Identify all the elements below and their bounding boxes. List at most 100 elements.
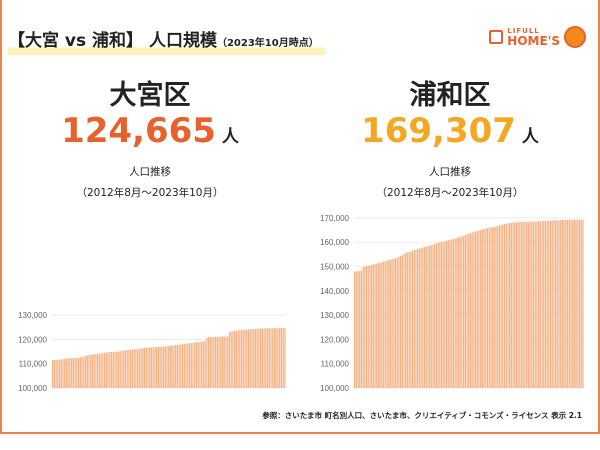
bar [64, 358, 66, 388]
card-frame [0, 0, 600, 434]
population-value: 169,307 [361, 111, 516, 151]
bar [60, 359, 62, 388]
bar [182, 344, 184, 388]
bar [492, 227, 494, 388]
bar [446, 240, 448, 388]
bar [456, 237, 458, 388]
bar [152, 347, 154, 388]
bar [454, 238, 456, 388]
bar [154, 347, 156, 388]
bar [254, 328, 257, 388]
bar [522, 222, 524, 388]
bar [495, 226, 497, 388]
bar [553, 220, 555, 388]
bar [105, 352, 107, 388]
bar [161, 346, 163, 388]
bar [464, 234, 466, 388]
bar [133, 349, 135, 388]
bar [57, 359, 59, 388]
bar [93, 354, 95, 388]
bar [457, 237, 460, 388]
bar [435, 243, 438, 388]
bar [415, 249, 417, 388]
bar [275, 328, 277, 388]
chart-title-urawa: 人口推移 [429, 166, 471, 178]
bar [164, 346, 166, 388]
bar [169, 345, 172, 388]
bar [360, 270, 363, 388]
bar [403, 253, 405, 388]
bar [565, 219, 567, 388]
bar [190, 343, 192, 388]
bar [365, 266, 368, 388]
bar [208, 337, 210, 388]
bar [476, 231, 478, 388]
bar [536, 221, 538, 388]
bar [65, 358, 68, 388]
bar [531, 221, 533, 388]
bar [84, 355, 87, 388]
bar [425, 246, 427, 388]
bar [391, 259, 393, 388]
bar [116, 351, 118, 388]
bar [109, 352, 111, 388]
brand-logo: LIFULL HOME'S [489, 26, 586, 48]
bar [53, 360, 55, 388]
bar [55, 359, 57, 388]
bar [417, 249, 419, 388]
bar [514, 222, 516, 388]
bar [142, 348, 144, 388]
bar [483, 229, 485, 388]
bar [471, 232, 473, 388]
bar [147, 347, 149, 388]
bar [185, 343, 187, 388]
bar [98, 353, 101, 388]
bar [469, 232, 472, 388]
bar [515, 222, 518, 388]
bar [388, 260, 390, 388]
bar [202, 341, 205, 388]
bar [234, 330, 236, 388]
bar [468, 233, 470, 388]
bar [568, 219, 570, 388]
bar [223, 336, 225, 388]
bar [123, 350, 125, 388]
bar [159, 346, 161, 388]
bar [194, 342, 196, 388]
population-unit: 人 [521, 127, 539, 147]
bar [239, 330, 241, 388]
bar [112, 351, 114, 388]
bar [463, 235, 465, 388]
population-unit: 人 [221, 127, 239, 147]
bar [117, 351, 120, 388]
bar [529, 221, 531, 388]
bar [178, 344, 180, 388]
bar [79, 357, 81, 388]
bar [367, 265, 369, 388]
bar [442, 241, 444, 388]
bar [578, 219, 581, 388]
bar [150, 347, 153, 388]
bar [121, 351, 123, 388]
bar [541, 221, 543, 388]
bar [102, 353, 104, 388]
bar [461, 236, 463, 388]
bar [261, 328, 263, 388]
bar [364, 266, 366, 388]
bar [449, 239, 451, 388]
bar [478, 230, 480, 388]
bar [422, 247, 424, 388]
bar [100, 353, 102, 388]
bar [386, 260, 388, 388]
y-tick-label: 100,000 [320, 384, 349, 393]
bar [180, 344, 182, 388]
bar [473, 231, 475, 388]
bar [406, 252, 409, 388]
bar [420, 248, 422, 388]
bar [58, 359, 61, 388]
bar [527, 221, 530, 388]
bar [538, 221, 540, 388]
chart-0: 100,000 110,000 120,000 130,000 [18, 311, 286, 393]
bar [405, 253, 407, 388]
bar [110, 352, 113, 388]
